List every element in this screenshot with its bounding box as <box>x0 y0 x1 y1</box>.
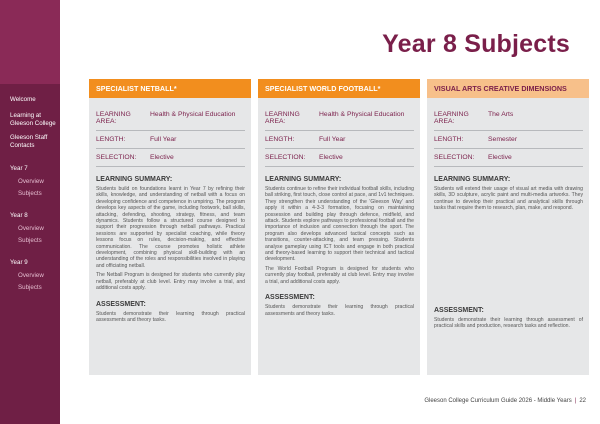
learning-area-value: Health & Physical Education <box>150 111 236 118</box>
subject-card-header: SPECIALIST NETBALL* <box>89 79 251 98</box>
learning-area-label: LEARNING AREA: <box>434 111 469 125</box>
length-label: LENGTH: <box>434 136 464 143</box>
program-note-text: The Netball Program is designed for stud… <box>96 272 245 292</box>
subject-card-world-football: SPECIALIST WORLD FOOTBALL* LEARNING AREA… <box>258 79 420 375</box>
nav-year-8-overview[interactable]: Overview <box>18 225 44 232</box>
selection-label: SELECTION: <box>96 154 137 161</box>
assessment-text: Students demonstrate their learning thro… <box>434 316 583 330</box>
learning-summary-text: Students continue to refine their indivi… <box>265 186 414 263</box>
length-row: LENGTH: Full Year <box>96 131 245 149</box>
learning-area-value: Health & Physical Education <box>319 111 405 118</box>
length-value: Full Year <box>150 136 177 143</box>
nav-year-9-overview[interactable]: Overview <box>18 272 44 279</box>
nav-learning-at-gleeson[interactable]: Learning at Gleeson College <box>10 112 56 127</box>
assessment-heading: ASSESSMENT: <box>434 306 484 314</box>
learning-summary-text: Students will extend their usage of visu… <box>434 186 583 212</box>
length-label: LENGTH: <box>96 136 126 143</box>
nav-year-9-subjects[interactable]: Subjects <box>18 284 42 291</box>
learning-area-label: LEARNING AREA: <box>96 111 131 125</box>
selection-value: Elective <box>488 154 512 161</box>
length-row: LENGTH: Full Year <box>265 131 414 149</box>
nav-year-8[interactable]: Year 8 <box>10 212 28 219</box>
assessment-heading: ASSESSMENT: <box>265 294 315 302</box>
learning-summary-heading: LEARNING SUMMARY: <box>96 176 173 183</box>
nav-year-9[interactable]: Year 9 <box>10 259 28 266</box>
nav-year-7-overview[interactable]: Overview <box>18 178 44 185</box>
nav-year-7-subjects[interactable]: Subjects <box>18 190 42 197</box>
assessment-text: Students demonstrate their learning thro… <box>265 304 414 317</box>
selection-label: SELECTION: <box>265 154 306 161</box>
length-value: Semester <box>488 136 518 143</box>
nav-staff-contacts[interactable]: Gleeson Staff Contacts <box>10 134 48 149</box>
page-title: Year 8 Subjects <box>382 30 570 58</box>
length-label: LENGTH: <box>265 136 295 143</box>
learning-area-row: LEARNING AREA: The Arts <box>434 106 583 131</box>
learning-area-label: LEARNING AREA: <box>265 111 300 125</box>
selection-row: SELECTION: Elective <box>96 149 245 167</box>
selection-value: Elective <box>150 154 174 161</box>
program-note-text: The World Football Program is designed f… <box>265 265 414 285</box>
assessment-text: Students demonstrate their learning thro… <box>96 310 245 323</box>
selection-label: SELECTION: <box>434 154 475 161</box>
page-number: 22 <box>579 398 586 404</box>
subject-card-visual-arts: VISUAL ARTS CREATIVE DIMENSIONS LEARNING… <box>427 79 589 375</box>
footer-text: Gleeson College Curriculum Guide 2026 - … <box>424 398 572 404</box>
learning-area-row: LEARNING AREA: Health & Physical Educati… <box>265 106 414 131</box>
nav-year-7[interactable]: Year 7 <box>10 165 28 172</box>
learning-area-value: The Arts <box>488 111 514 118</box>
page-footer: Gleeson College Curriculum Guide 2026 - … <box>424 398 586 404</box>
sidebar: Welcome Learning at Gleeson College Glee… <box>0 0 60 424</box>
length-row: LENGTH: Semester <box>434 131 583 149</box>
selection-row: SELECTION: Elective <box>265 149 414 167</box>
subject-card-header: SPECIALIST WORLD FOOTBALL* <box>258 79 420 98</box>
length-value: Full Year <box>319 136 346 143</box>
selection-value: Elective <box>319 154 343 161</box>
learning-area-row: LEARNING AREA: Health & Physical Educati… <box>96 106 245 131</box>
nav-year-8-subjects[interactable]: Subjects <box>18 237 42 244</box>
subject-card-netball: SPECIALIST NETBALL* LEARNING AREA: Healt… <box>89 79 251 375</box>
learning-summary-text: Students build on foundations learnt in … <box>96 186 245 269</box>
assessment-heading: ASSESSMENT: <box>96 300 146 308</box>
selection-row: SELECTION: Elective <box>434 149 583 167</box>
nav-welcome[interactable]: Welcome <box>10 96 36 103</box>
subject-card-header: VISUAL ARTS CREATIVE DIMENSIONS <box>427 79 589 98</box>
learning-summary-heading: LEARNING SUMMARY: <box>434 176 511 183</box>
learning-summary-heading: LEARNING SUMMARY: <box>265 176 342 183</box>
footer-separator: | <box>574 398 577 404</box>
sidebar-header-block <box>0 0 60 84</box>
